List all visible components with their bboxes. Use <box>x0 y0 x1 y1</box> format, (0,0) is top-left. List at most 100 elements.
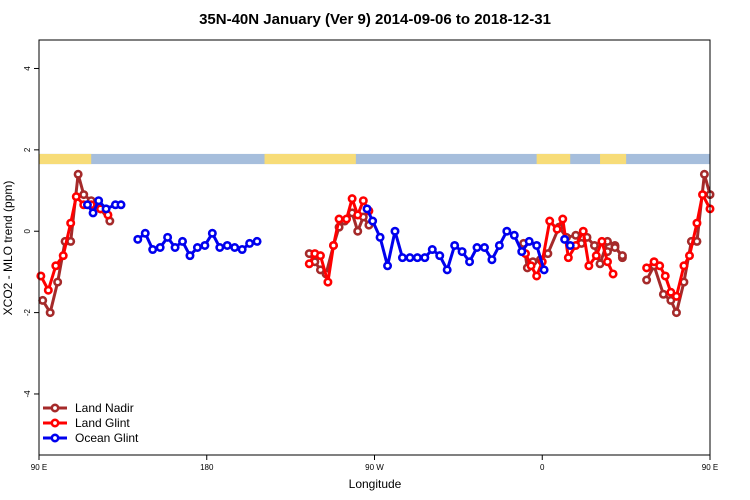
data-point <box>347 194 357 204</box>
data-point <box>666 287 676 297</box>
chart-title: 35N-40N January (Ver 9) 2014-09-06 to 20… <box>199 11 551 28</box>
data-point <box>692 218 702 228</box>
data-point <box>155 243 165 253</box>
data-point <box>192 243 202 253</box>
data-point <box>539 265 549 275</box>
data-point <box>390 226 400 236</box>
data-point <box>53 277 63 287</box>
data-point <box>671 308 681 318</box>
x-tick-label: 90 W <box>365 463 384 472</box>
land-band-segment <box>536 153 571 165</box>
data-point <box>82 200 92 210</box>
data-point <box>66 218 76 228</box>
data-point <box>666 295 676 305</box>
data-point <box>532 240 542 250</box>
ocean-band <box>39 153 710 165</box>
data-point <box>671 291 681 301</box>
data-point <box>610 243 620 253</box>
data-point <box>230 243 240 253</box>
y-axis: -4 -2 0 2 4 <box>23 66 39 398</box>
y-tick-label: 0 <box>23 228 32 233</box>
data-point <box>133 234 143 244</box>
legend-item: Ocean Glint <box>43 431 139 445</box>
x-tick-label: 90 E <box>31 463 47 472</box>
land-band-segment <box>39 153 92 165</box>
data-point <box>362 204 372 214</box>
data-point <box>660 271 670 281</box>
data-point <box>591 251 601 261</box>
data-point <box>323 277 333 287</box>
legend-marker <box>50 433 60 443</box>
data-point <box>698 190 708 200</box>
data-point <box>148 245 158 255</box>
data-point <box>597 236 607 246</box>
data-point <box>560 234 570 244</box>
legend-marker <box>50 403 60 413</box>
data-point <box>526 261 536 271</box>
data-point <box>502 226 512 236</box>
data-point <box>397 253 407 263</box>
y-tick-label: -4 <box>23 390 32 398</box>
legend-label: Land Nadir <box>75 401 134 415</box>
data-point <box>442 265 452 275</box>
data-point <box>178 236 188 246</box>
data-point <box>655 261 665 271</box>
x-tick-label: 0 <box>540 463 545 472</box>
data-point <box>116 200 126 210</box>
data-point <box>43 285 53 295</box>
data-point <box>558 214 568 224</box>
data-point <box>584 261 594 271</box>
legend-item: Land Glint <box>43 416 130 430</box>
data-point <box>532 271 542 281</box>
data-point <box>170 243 180 253</box>
data-point <box>88 208 98 218</box>
legend-label: Ocean Glint <box>75 431 139 445</box>
data-point <box>649 257 659 267</box>
data-point <box>435 251 445 261</box>
data-point <box>353 226 363 236</box>
y-axis-label: XCO2 - MLO trend (ppm) <box>1 181 15 316</box>
data-point <box>524 236 534 246</box>
data-point <box>207 228 217 238</box>
y-tick-label: 2 <box>23 147 32 152</box>
data-point <box>602 257 612 267</box>
data-point <box>383 261 393 271</box>
data-point <box>617 251 627 261</box>
data-point <box>595 259 605 269</box>
data-point <box>304 259 314 269</box>
land-mask-band <box>39 153 710 165</box>
data-point <box>545 216 555 226</box>
data-point <box>342 214 352 224</box>
series-layer <box>36 169 715 318</box>
data-point <box>684 251 694 261</box>
data-point <box>679 261 689 271</box>
y-tick-label: -2 <box>23 308 32 316</box>
data-point <box>552 224 562 234</box>
data-point <box>358 196 368 206</box>
legend-item: Land Nadir <box>43 401 134 415</box>
x-tick-label: 90 E <box>702 463 718 472</box>
data-point <box>328 240 338 250</box>
land-band-segment <box>264 153 356 165</box>
data-point <box>200 240 210 250</box>
data-point <box>38 295 48 305</box>
data-point <box>45 308 55 318</box>
x-tick-label: 180 <box>200 463 214 472</box>
data-point <box>334 214 344 224</box>
series-land-nadir <box>38 169 715 318</box>
data-point <box>699 169 709 179</box>
series-ocean-glint <box>82 196 575 275</box>
land-band-segment <box>600 153 627 165</box>
data-point <box>608 269 618 279</box>
data-point <box>427 245 437 255</box>
data-point <box>420 253 430 263</box>
data-point <box>163 232 173 242</box>
data-point <box>94 196 104 206</box>
data-point <box>222 240 232 250</box>
data-point <box>73 169 83 179</box>
data-point <box>71 192 81 202</box>
y-tick-label: 4 <box>23 66 32 71</box>
data-point <box>215 243 225 253</box>
